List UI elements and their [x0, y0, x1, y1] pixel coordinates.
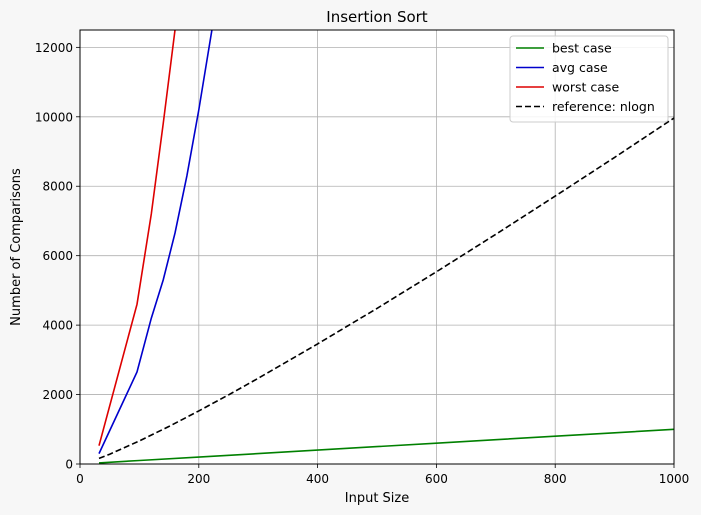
legend-label: best case: [552, 41, 612, 56]
x-tick-label: 600: [425, 472, 448, 486]
x-tick-label: 400: [306, 472, 329, 486]
x-tick-label: 1000: [659, 472, 690, 486]
x-axis-ticks: 0 200 400 600 800 1000: [76, 464, 689, 486]
series-lines: [98, 30, 674, 464]
series-line-3: [98, 117, 674, 460]
grid-lines: [79, 30, 675, 465]
x-tick-label: 200: [187, 472, 210, 486]
y-axis-label: Number of Comparisons: [9, 168, 24, 326]
y-tick-label: 12000: [35, 41, 73, 55]
legend-label: avg case: [552, 60, 608, 75]
series-line-0: [98, 428, 674, 464]
x-axis-label: Input Size: [345, 491, 409, 506]
legend-label: reference: nlogn: [552, 99, 655, 114]
y-axis-ticks: 0 2000 4000 6000 8000 10000 12000: [35, 41, 80, 472]
series-line-2: [98, 30, 176, 446]
legend-label: worst case: [552, 80, 619, 95]
chart-title: Insertion Sort: [326, 8, 428, 26]
y-tick-label: 2000: [42, 388, 73, 402]
y-tick-label: 4000: [42, 319, 73, 333]
y-tick-label: 10000: [35, 110, 73, 124]
series-line-1: [98, 30, 213, 454]
x-tick-label: 800: [544, 472, 567, 486]
x-tick-label: 0: [76, 472, 84, 486]
y-tick-label: 0: [65, 458, 73, 472]
y-tick-label: 6000: [42, 249, 73, 263]
legend-box: [509, 35, 669, 123]
plot-frame: [79, 29, 675, 465]
legend: best case avg case worst case reference: nl…: [509, 35, 669, 123]
y-tick-label: 8000: [42, 180, 73, 194]
